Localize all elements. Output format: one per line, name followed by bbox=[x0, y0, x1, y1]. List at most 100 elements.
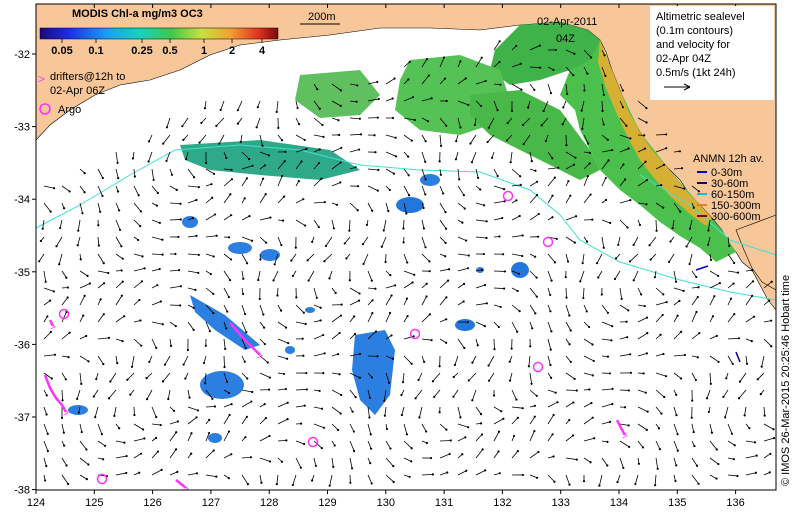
colorbar-title: MODIS Chl-a mg/m3 OC3 bbox=[72, 8, 203, 20]
velocity-arrow-head bbox=[64, 378, 67, 381]
velocity-arrow-head bbox=[116, 161, 119, 164]
velocity-arrow-head bbox=[376, 189, 379, 192]
velocity-arrow-head bbox=[102, 362, 105, 366]
velocity-arrow bbox=[637, 117, 647, 123]
velocity-arrow-head bbox=[696, 295, 699, 299]
x-tick-label: 130 bbox=[377, 497, 395, 509]
velocity-arrow-head bbox=[161, 380, 165, 383]
velocity-arrow bbox=[655, 353, 664, 357]
velocity-arrow bbox=[493, 321, 500, 328]
velocity-arrow bbox=[367, 312, 373, 323]
velocity-arrow bbox=[511, 215, 520, 221]
velocity-arrow bbox=[308, 270, 315, 281]
velocity-arrow bbox=[709, 423, 713, 433]
velocity-arrow bbox=[601, 177, 607, 187]
velocity-arrow-head bbox=[377, 168, 380, 172]
velocity-arrow-head bbox=[370, 447, 373, 450]
velocity-arrow bbox=[565, 474, 570, 485]
velocity-arrow bbox=[148, 151, 153, 162]
velocity-arrow bbox=[151, 301, 161, 306]
velocity-arrow-head bbox=[356, 185, 360, 188]
velocity-arrow-head bbox=[410, 139, 413, 142]
velocity-arrow-head bbox=[285, 439, 288, 442]
velocity-arrow-head bbox=[770, 345, 773, 348]
velocity-arrow-head bbox=[323, 352, 326, 355]
velocity-arrow bbox=[403, 423, 408, 435]
velocity-arrow-head bbox=[163, 363, 167, 366]
velocity-arrow-head bbox=[424, 178, 427, 181]
velocity-arrow-head bbox=[197, 271, 200, 274]
velocity-arrow-head bbox=[215, 234, 218, 237]
velocity-arrow-head bbox=[452, 395, 455, 398]
velocity-arrow bbox=[637, 352, 647, 357]
velocity-arrow-head bbox=[353, 332, 357, 336]
velocity-arrow-head bbox=[392, 172, 396, 175]
velocity-arrow-head bbox=[280, 243, 283, 247]
velocity-arrow bbox=[562, 117, 567, 125]
velocity-arrow bbox=[331, 315, 342, 323]
velocity-arrow-head bbox=[645, 121, 648, 124]
velocity-arrow-head bbox=[521, 123, 525, 127]
velocity-arrow-head bbox=[582, 296, 585, 300]
velocity-arrow-head bbox=[107, 336, 111, 339]
velocity-arrow-head bbox=[572, 401, 575, 404]
velocity-arrow-head bbox=[229, 258, 233, 261]
velocity-arrow bbox=[133, 453, 142, 459]
velocity-arrow-head bbox=[318, 389, 321, 393]
anmn-legend-label: 0-30m bbox=[711, 167, 742, 179]
velocity-arrow-head bbox=[324, 244, 328, 248]
velocity-arrow-head bbox=[137, 238, 140, 242]
velocity-arrow bbox=[205, 389, 213, 400]
velocity-arrow bbox=[547, 167, 559, 170]
velocity-arrow bbox=[707, 236, 711, 245]
velocity-arrow bbox=[565, 151, 576, 159]
velocity-arrow bbox=[223, 178, 233, 187]
velocity-arrow bbox=[541, 117, 549, 126]
velocity-arrow-head bbox=[314, 464, 317, 467]
velocity-arrow-head bbox=[208, 431, 211, 435]
velocity-arrow-head bbox=[92, 395, 95, 398]
velocity-arrow bbox=[637, 406, 648, 412]
velocity-arrow-head bbox=[85, 334, 88, 338]
velocity-arrow bbox=[673, 423, 678, 435]
velocity-arrow bbox=[547, 177, 556, 187]
velocity-arrow-head bbox=[46, 315, 49, 318]
velocity-arrow-head bbox=[100, 432, 103, 436]
velocity-arrow-head bbox=[466, 267, 470, 270]
velocity-arrow-head bbox=[565, 144, 568, 147]
velocity-arrow-head bbox=[568, 314, 571, 317]
velocity-arrow-head bbox=[627, 147, 630, 150]
velocity-arrow-head bbox=[539, 66, 542, 69]
velocity-arrow-head bbox=[418, 416, 421, 419]
velocity-arrow bbox=[474, 117, 477, 125]
velocity-arrow-head bbox=[139, 319, 142, 322]
velocity-arrow-head bbox=[284, 150, 287, 153]
velocity-arrow-head bbox=[230, 403, 233, 406]
velocity-arrow-head bbox=[131, 157, 135, 160]
velocity-arrow-head bbox=[535, 193, 539, 197]
velocity-arrow bbox=[709, 440, 718, 450]
velocity-arrow bbox=[471, 151, 477, 163]
velocity-arrow bbox=[331, 423, 339, 431]
velocity-arrow-head bbox=[290, 259, 293, 262]
velocity-arrow-head bbox=[322, 371, 325, 375]
velocity-arrow bbox=[97, 337, 109, 340]
velocity-arrow bbox=[204, 100, 207, 109]
velocity-arrow-head bbox=[156, 450, 160, 453]
velocity-arrow bbox=[313, 162, 320, 170]
velocity-arrow-head bbox=[603, 54, 606, 57]
velocity-arrow bbox=[223, 453, 232, 459]
velocity-arrow-head bbox=[643, 147, 647, 150]
anmn-legend-label: 60-150m bbox=[711, 189, 754, 201]
velocity-arrow bbox=[439, 202, 446, 213]
velocity-arrow bbox=[547, 321, 552, 332]
velocity-arrow-head bbox=[246, 377, 249, 380]
velocity-arrow bbox=[403, 253, 408, 263]
velocity-arrow-head bbox=[286, 418, 289, 421]
velocity-arrow-head bbox=[467, 379, 470, 382]
velocity-arrow-head bbox=[45, 464, 48, 468]
velocity-arrow bbox=[205, 450, 215, 459]
velocity-arrow bbox=[637, 389, 646, 394]
velocity-arrow bbox=[331, 182, 341, 187]
velocity-arrow-head bbox=[370, 279, 373, 282]
